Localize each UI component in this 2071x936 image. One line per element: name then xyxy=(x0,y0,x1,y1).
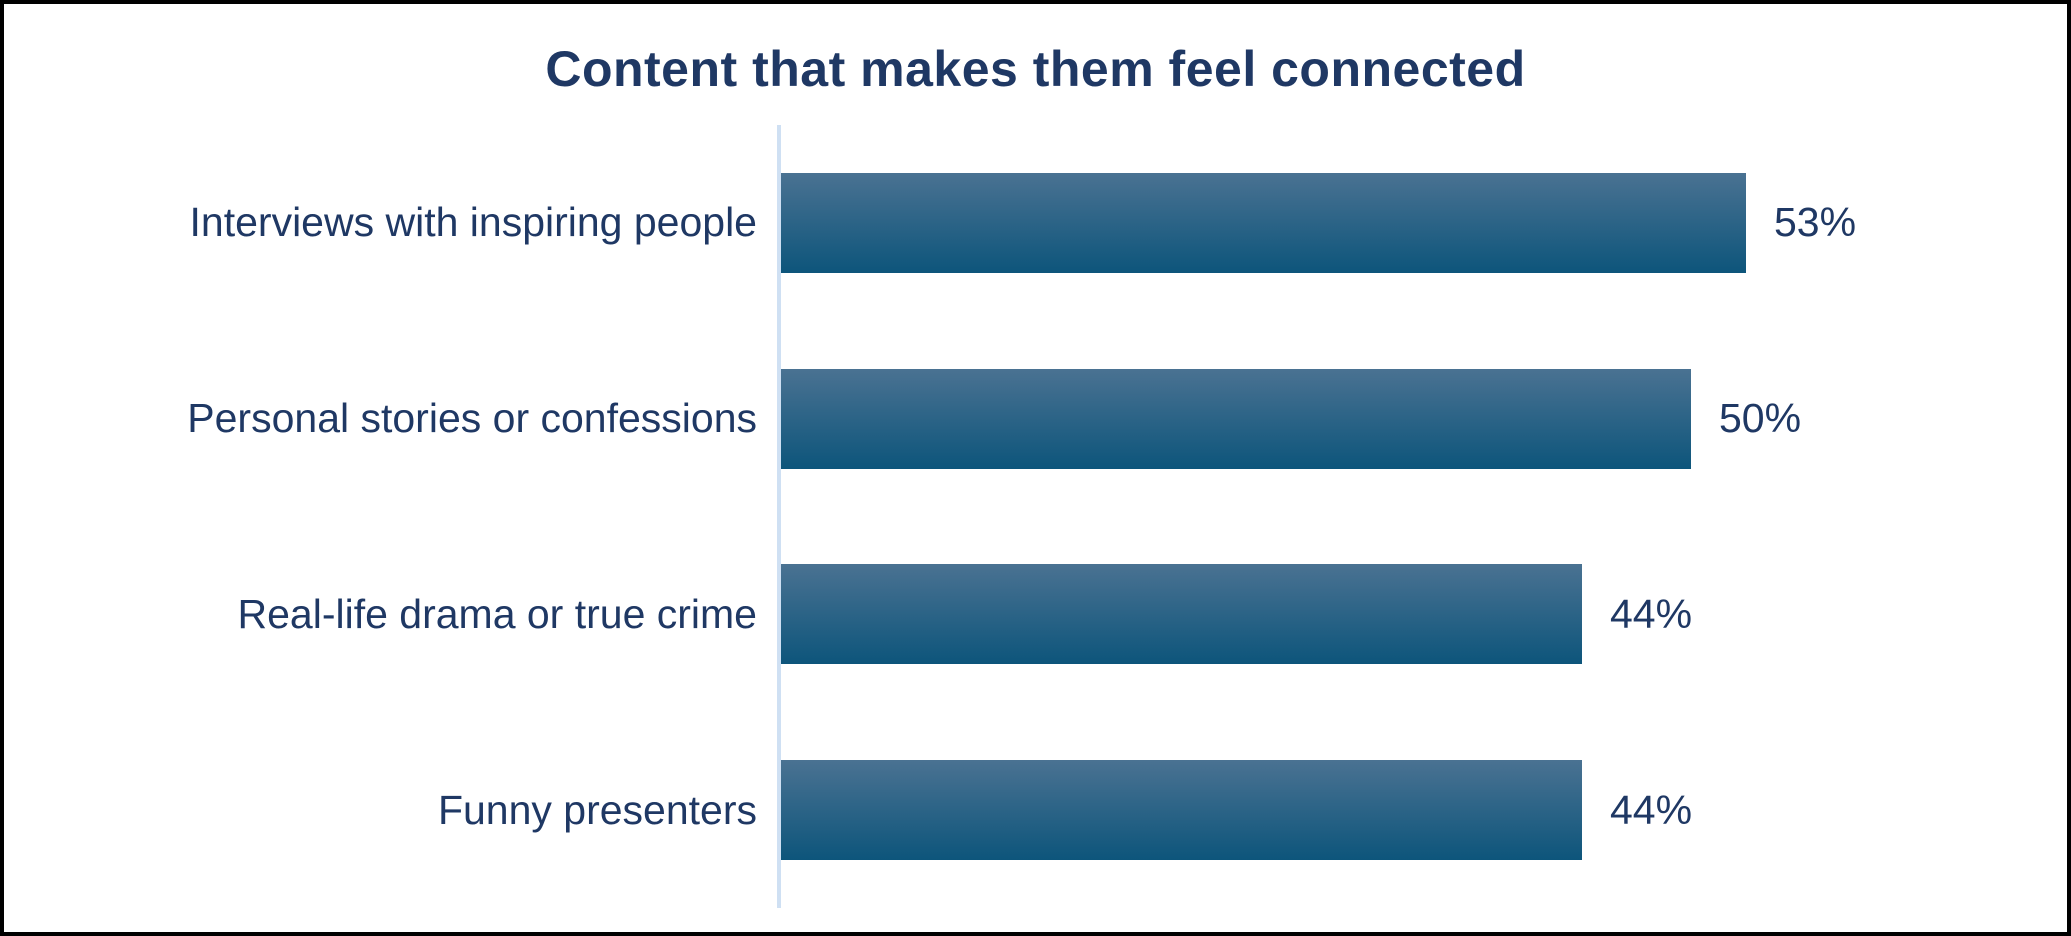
value-label: 44% xyxy=(1610,590,1693,637)
chart-row: Personal stories or confessions 50% xyxy=(4,321,2067,517)
category-label: Interviews with inspiring people xyxy=(189,199,757,246)
y-axis-line xyxy=(777,125,781,908)
chart-row: Real-life drama or true crime 44% xyxy=(4,517,2067,713)
value-label: 53% xyxy=(1774,199,1857,246)
category-label: Funny presenters xyxy=(437,786,757,833)
bar xyxy=(781,172,1746,273)
chart-row: Interviews with inspiring people 53% xyxy=(4,125,2067,321)
value-label: 44% xyxy=(1610,786,1693,833)
category-label: Real-life drama or true crime xyxy=(237,590,758,637)
category-label: Personal stories or confessions xyxy=(187,395,757,442)
bar xyxy=(781,368,1691,469)
value-label: 50% xyxy=(1719,395,1802,442)
bar-rows: Interviews with inspiring people 53% Perso… xyxy=(4,125,2067,908)
bar xyxy=(781,760,1582,861)
bar xyxy=(781,564,1582,665)
chart-row: Funny presenters 44% xyxy=(4,712,2067,908)
chart-title: Content that makes them feel connected xyxy=(545,41,1526,97)
plot-area: Interviews with inspiring people 53% Perso… xyxy=(4,125,2067,908)
